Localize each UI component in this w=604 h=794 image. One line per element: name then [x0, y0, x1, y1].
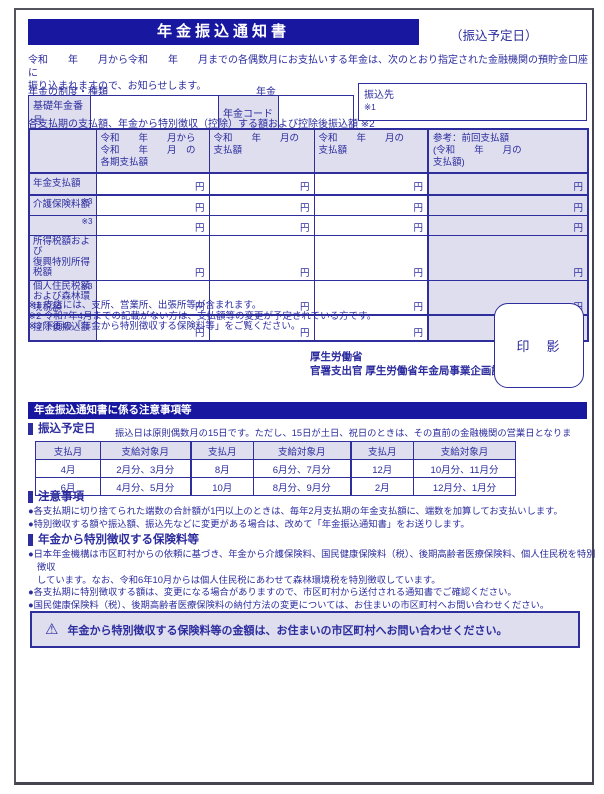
row-label: ※3	[28, 214, 97, 236]
yen-unit: 円	[194, 302, 205, 313]
footnote-3: ※3 下面の「年金から特別徴収する保険料等」をご覧ください。	[28, 321, 301, 332]
header-period-total: 令和 年 月から 令和 年 月 の 各期支払額	[95, 128, 210, 174]
row-label: 個人住民税額 および森林環境税額 ※3	[28, 279, 97, 316]
special-collection-heading: 年金から特別徴収する保険料等	[28, 534, 199, 546]
payment-table: 令和 年 月から 令和 年 月 の 各期支払額 令和 年 月の 支払額 令和 年…	[28, 128, 589, 342]
yen-unit: 円	[413, 302, 423, 313]
yen-unit: 円	[573, 222, 583, 234]
yen-unit: 円	[299, 267, 310, 279]
basic-number-label: 基礎年金番号	[28, 95, 91, 129]
schedule-header-row: 支払月 支給対象月 支払月 支給対象月 支払月 支給対象月	[35, 441, 516, 460]
caution-item: ●各支払期に切り捨てられた端数の合計額が1円以上のときは、毎年2月支払期の年金支…	[28, 506, 563, 516]
payee-box: 振込先 ※1	[358, 83, 587, 121]
yen-unit: 円	[299, 202, 310, 214]
table-row-care-insurance: 介護保険料額 ※3 円 円 円 円	[28, 194, 589, 216]
system-type-label: 年金の制度・種類	[28, 87, 108, 98]
yen-unit: 円	[194, 182, 205, 193]
yen-unit: 円	[194, 328, 205, 339]
header-month1: 令和 年 月の 支払額	[208, 128, 315, 174]
row-label: 介護保険料額 ※3	[28, 194, 97, 216]
yen-unit: 円	[299, 328, 310, 339]
row-label: 年金支払額	[28, 172, 97, 196]
yen-unit: 円	[413, 182, 423, 193]
row-label: 所得税額および 復興特別所得税額	[28, 234, 97, 281]
yen-unit: 円	[194, 222, 205, 234]
yen-unit: 円	[194, 202, 205, 214]
yen-unit: 円	[413, 328, 423, 339]
row-label: 控除後振込額	[28, 314, 97, 342]
special-collection-item: ●日本年金機構は市区町村からの依頼に基づき、年金から介護保険料、国民健康保険料（…	[28, 549, 596, 585]
footnotes: ※1 支店には、支所、営業所、出張所等が含まれます。 ※2 令和7年4月までの記…	[28, 300, 377, 333]
header-previous-payment: 参考：前回支払額 (令和 年 月の 支払額)	[427, 128, 589, 174]
warning-text: 年金から特別徴収する保険料等の金額は、お住まいの市区町村へお問い合わせください。	[67, 624, 508, 637]
basic-number-value	[90, 95, 219, 129]
table-row-income-tax: 所得税額および 復興特別所得税額 円 円 円 円	[28, 234, 589, 281]
yen-unit: 円	[413, 222, 423, 234]
table-row-blank: ※3 円 円 円 円	[28, 214, 589, 236]
yen-unit: 円	[573, 182, 583, 193]
payee-note-ref: ※1	[364, 102, 376, 112]
transfer-day-heading: 振込予定日	[28, 423, 96, 435]
header-month2: 令和 年 月の 支払額	[313, 128, 429, 174]
intro-paragraph: 令和 年 月から令和 年 月までの各偶数月にお支払いする年金は、次のとおり指定さ…	[28, 55, 588, 92]
schedule-row: 4月 2月分、3月分 8月 6月分、7月分 12月 10月分、11月分	[35, 459, 516, 478]
payment-table-caption: 各支払期の支払額、年金から特別徴収（控除）する額および控除後振込額 ※2	[28, 119, 375, 130]
warning-box: ⚠ 年金から特別徴収する保険料等の金額は、お住まいの市区町村へお問い合わせくださ…	[30, 611, 580, 648]
caution-item: ●特別徴収する額や振込額、振込先などに変更がある場合は、改めて「年金振込通知書」…	[28, 519, 470, 529]
pension-code-label: 年金コード	[218, 95, 279, 129]
yen-unit: 円	[299, 302, 310, 313]
yen-unit: 円	[413, 267, 423, 279]
table-row-resident-tax: 個人住民税額 および森林環境税額※3 円 円 円 円	[28, 279, 589, 316]
pension-word-label: 年金	[256, 87, 276, 98]
notes-section-bar: 年金振込通知書に係る注意事項等	[28, 402, 587, 419]
pension-number-table: 基礎年金番号 年金コード	[28, 95, 354, 129]
yen-unit: 円	[573, 202, 583, 214]
schedule-row: 6月 4月分、5月分 10月 8月分、9月分 2月 12月分、1月分	[35, 477, 516, 496]
transfer-date-note: （振込予定日）	[450, 29, 538, 43]
issuer-block: 厚生労働省 官署支出官 厚生労働省年金局事業企画課長	[310, 351, 512, 378]
yen-unit: 円	[299, 222, 310, 234]
yen-unit: 円	[413, 202, 423, 214]
header-empty	[28, 128, 97, 174]
footnote-1: ※1 支店には、支所、営業所、出張所等が含まれます。	[28, 300, 262, 311]
payment-schedule-table: 支払月 支給対象月 支払月 支給対象月 支払月 支給対象月 4月 2月分、3月分…	[35, 441, 516, 496]
payee-label: 振込先	[364, 90, 394, 101]
yen-unit: 円	[299, 182, 310, 193]
page-title: 年金振込通知書	[28, 19, 419, 45]
special-collection-item: ●各支払期に特別徴収する額は、変更になる場合がありますので、市区町村から送付され…	[28, 587, 517, 598]
official-seal-placeholder: 印 影	[494, 303, 584, 388]
stamp-label: 印 影	[516, 339, 562, 354]
table-row-pension-amount: 年金支払額 円 円 円 円	[28, 172, 589, 196]
cautions-heading: 注意事項	[28, 491, 84, 503]
special-collection-list: ●日本年金機構は市区町村からの依頼に基づき、年金から介護保険料、国民健康保険料（…	[28, 548, 596, 612]
document-sheet: 年金振込通知書 （振込予定日） 令和 年 月から令和 年 月までの各偶数月にお支…	[14, 8, 596, 785]
yen-unit: 円	[194, 267, 205, 279]
issuer-ministry: 厚生労働省	[310, 351, 363, 363]
pension-code-value	[278, 95, 354, 129]
issuer-officer: 官署支出官 厚生労働省年金局事業企画課長	[310, 364, 513, 377]
yen-unit: 円	[573, 267, 583, 279]
footnote-2: ※2 令和7年4月までの記載がない方は、支払額等の変更が予定されている方です。	[28, 310, 377, 322]
warning-icon: ⚠	[45, 621, 59, 638]
special-collection-item: ●国民健康保険料（税）、後期高齢者医療保険料の納付方法の変更については、お住まい…	[28, 600, 550, 611]
cautions-list: ●各支払期に切り捨てられた端数の合計額が1円以上のときは、毎年2月支払期の年金支…	[28, 505, 596, 531]
